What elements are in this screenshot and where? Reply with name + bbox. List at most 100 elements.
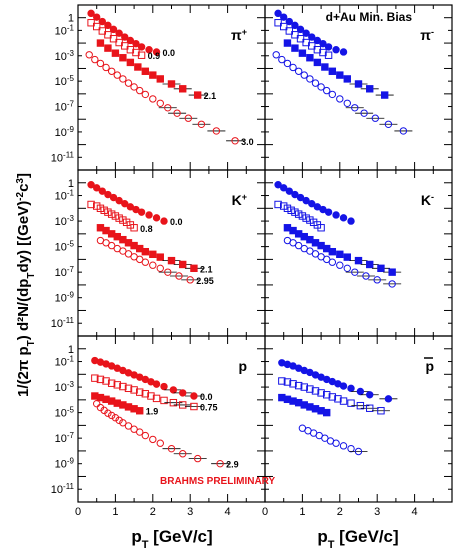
data-point: [294, 67, 303, 75]
data-point: [274, 19, 282, 27]
data-point: [87, 200, 95, 209]
data-point: [107, 241, 116, 250]
x-axis-title-right: pT [GeV/c]: [317, 527, 398, 551]
data-point: [167, 444, 176, 453]
brahms-preliminary-label: BRAHMS PRELIMINARY: [160, 476, 276, 487]
data-point: [296, 25, 305, 34]
data-point: [328, 90, 337, 99]
data-point: [371, 114, 380, 122]
data-point: [179, 450, 187, 458]
data-point: [294, 381, 303, 390]
rapidity-label: 1.9: [146, 407, 159, 417]
data-point: [173, 109, 181, 117]
x-tick-label: 3: [187, 506, 193, 518]
data-point: [351, 104, 359, 112]
y-tick-label: 10-5: [55, 239, 75, 254]
y-tick-label: 1: [68, 344, 74, 356]
x-tick-label: 4: [412, 506, 418, 518]
y-axis-title: 1/(2π pT) d²N/(dpTdy) [(GeV)-2c3]: [15, 173, 37, 397]
data-point: [300, 383, 308, 391]
data-point: [96, 204, 105, 213]
data-point: [313, 36, 322, 45]
data-point: [291, 21, 299, 30]
data-point: [107, 379, 116, 387]
series-2.95: 2.95: [96, 236, 214, 286]
data-point: [126, 58, 135, 67]
data-point: [212, 127, 221, 135]
series-2.9: [298, 424, 368, 456]
data-point: [149, 250, 157, 259]
y-tick-label: 10-5: [55, 405, 75, 420]
series-0.0: [274, 181, 355, 225]
data-point: [130, 425, 138, 433]
data-point: [121, 199, 129, 208]
data-point: [115, 29, 123, 37]
y-tick-label: 10-11: [51, 316, 75, 331]
data-point: [377, 264, 385, 273]
rapidity-label: 0.75: [200, 403, 218, 413]
data-point: [91, 374, 99, 382]
y-tick-label: 10-3: [55, 380, 75, 395]
series-0.75: [278, 377, 390, 415]
data-point: [343, 99, 351, 107]
x-tick-label: 4: [225, 506, 231, 518]
data-point: [294, 210, 303, 218]
data-point: [136, 86, 144, 95]
series-0.9: [274, 19, 333, 59]
y-tick-label: 10-7: [55, 265, 75, 280]
rapidity-label: 0.0: [200, 392, 213, 402]
data-point: [149, 261, 157, 269]
y-tick-label: 1: [68, 178, 74, 190]
data-point: [306, 75, 314, 83]
particle-label: π+: [231, 27, 247, 43]
data-point: [334, 395, 342, 403]
data-point: [93, 202, 101, 210]
data-point: [111, 413, 120, 422]
data-point: [104, 44, 112, 52]
panel-frame: [264, 335, 453, 503]
data-point: [156, 99, 164, 107]
data-point: [291, 44, 299, 52]
data-point: [96, 39, 105, 47]
svg-text:1/(2π pT) d²N/(dpTdy) [(GeV)-2: 1/(2π pT) d²N/(dpTdy) [(GeV)-2c3]: [15, 173, 37, 397]
data-point: [319, 39, 327, 48]
data-point: [93, 399, 101, 408]
y-tick-label: 10-3: [55, 214, 75, 229]
series-1.9: [278, 393, 331, 417]
data-point: [115, 214, 123, 222]
x-tick-label: 1: [299, 506, 305, 518]
data-point: [130, 224, 138, 232]
data-point: [169, 398, 178, 407]
data-point: [104, 31, 112, 39]
data-point: [347, 399, 355, 407]
data-point: [136, 407, 144, 415]
rapidity-label: 2.9: [226, 460, 239, 470]
y-tick-label: 10-11: [51, 482, 75, 497]
series-2.1: 2.1: [96, 39, 217, 101]
data-point: [298, 49, 307, 57]
data-point: [399, 127, 408, 135]
y-tick-label: 10-5: [55, 74, 75, 89]
rapidity-label: 2.1: [204, 91, 217, 101]
particle-label: p: [238, 358, 247, 374]
data-point: [137, 208, 146, 216]
data-point: [347, 384, 355, 393]
data-point: [87, 9, 95, 18]
data-point: [100, 206, 108, 214]
data-point: [134, 63, 142, 71]
data-point: [339, 382, 348, 390]
data-point: [296, 35, 305, 43]
data-point: [104, 190, 112, 199]
data-point: [302, 196, 310, 205]
x-tick-label: 2: [150, 506, 156, 518]
data-point: [366, 260, 374, 269]
data-point: [119, 419, 127, 427]
y-tick-label: 10-1: [55, 354, 75, 369]
data-point: [102, 63, 110, 72]
data-point: [149, 435, 157, 444]
data-point: [328, 247, 337, 256]
y-tick-label: 10-11: [51, 150, 75, 165]
data-point: [343, 264, 351, 273]
data-point: [126, 36, 135, 45]
x-axis-title-left: pT [GeV/c]: [131, 527, 212, 551]
